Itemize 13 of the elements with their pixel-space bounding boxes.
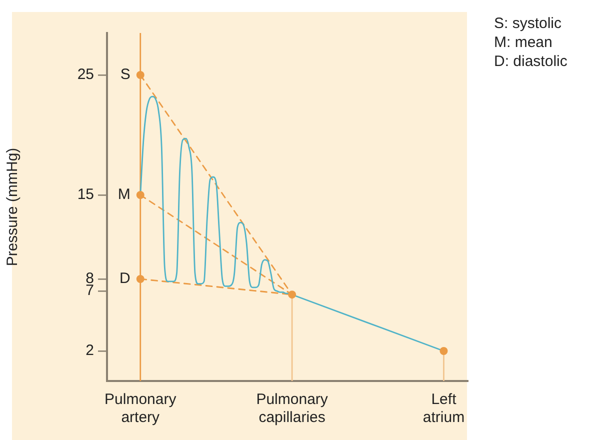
annotation: M	[118, 186, 130, 204]
text: S: systolic	[494, 14, 563, 33]
annotation: S	[120, 66, 130, 84]
x-tick-label: Pulmonary capillaries	[256, 391, 328, 426]
y-tick-label: 2	[86, 342, 94, 360]
y-tick-label: 25	[77, 66, 94, 84]
text: D: diastolic	[494, 52, 568, 71]
x-tick-label: Left atrium	[422, 391, 465, 426]
x-tick-label: Pulmonary artery	[104, 391, 177, 426]
annotation: D	[120, 270, 131, 288]
text: M: mean	[494, 33, 554, 52]
y-tick-label: 15	[77, 186, 94, 204]
y-axis-title: Pressure (mmHg)	[4, 148, 22, 266]
